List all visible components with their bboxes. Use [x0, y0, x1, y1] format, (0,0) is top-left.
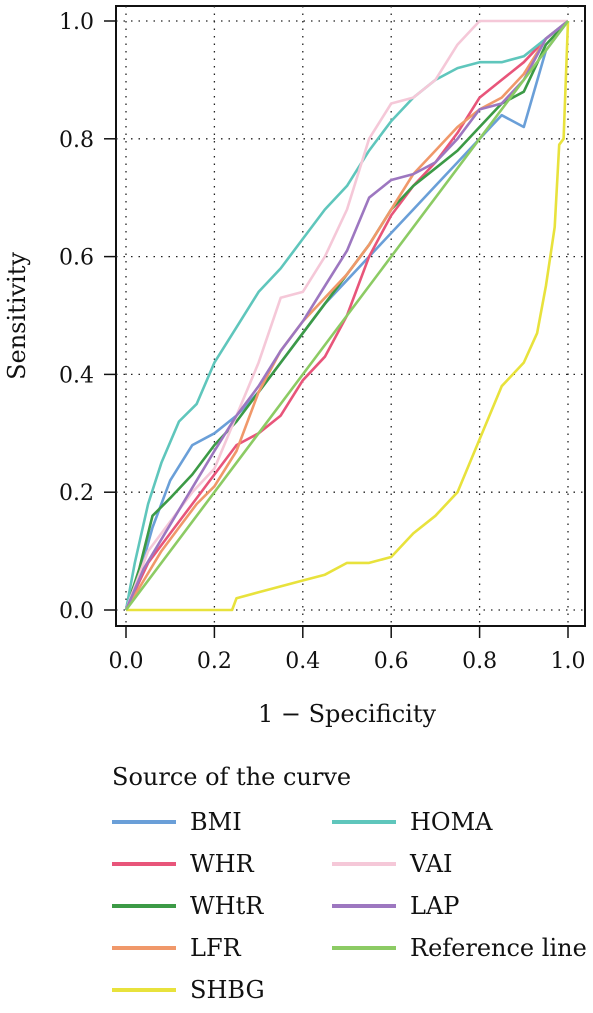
legend-label-bmi: BMI — [190, 808, 242, 836]
series-line-lap — [124, 19, 569, 611]
legend-label-reference-line: Reference line — [410, 934, 587, 962]
legend-label-whtr: WHtR — [190, 892, 264, 920]
plot-frame — [115, 5, 586, 627]
x-tick-label: 0.4 — [285, 649, 320, 674]
legend-label-vai: VAI — [409, 850, 453, 878]
series-line-whtr — [124, 20, 569, 611]
series-line-lfr — [124, 19, 569, 611]
series-line-vai — [124, 19, 568, 611]
legend-label-lap: LAP — [410, 892, 459, 920]
series-line-homa — [124, 19, 569, 611]
x-axis-title: 1 − Specificity — [258, 700, 437, 728]
y-tick-label: 0.8 — [59, 128, 94, 153]
x-tick-label: 0.2 — [197, 649, 232, 674]
series-line-reference-line — [124, 20, 570, 611]
series-line-shbg — [126, 20, 570, 612]
y-tick-label: 0.6 — [59, 246, 94, 271]
legend-label-whr: WHR — [190, 850, 255, 878]
legend-label-homa: HOMA — [410, 808, 493, 836]
x-tick-label: 0.8 — [462, 649, 497, 674]
legend: BMI WHR WHtR LFR SHBG HOMA VAI LAP Reference lin… — [112, 808, 587, 1004]
axes: 0.0 0.2 0.4 0.6 0.8 1.0 0.0 0.2 0.4 0.6 0.8 1.0 — [59, 10, 586, 674]
legend-label-lfr: LFR — [190, 934, 242, 962]
y-axis-title: Sensitivity — [3, 252, 31, 380]
y-tick-label: 0.0 — [59, 599, 94, 624]
legend-label-shbg: SHBG — [190, 976, 265, 1004]
series-line-bmi — [124, 20, 570, 611]
y-tick-label: 1.0 — [59, 10, 94, 35]
x-tick-label: 0.0 — [109, 649, 144, 674]
y-tick-label: 0.2 — [59, 481, 94, 506]
series-layer — [124, 19, 570, 612]
x-tick-label: 1.0 — [551, 649, 586, 674]
x-tick-label: 0.6 — [374, 649, 409, 674]
y-tick-label: 0.4 — [59, 363, 94, 388]
legend-title: Source of the curve — [112, 763, 351, 791]
